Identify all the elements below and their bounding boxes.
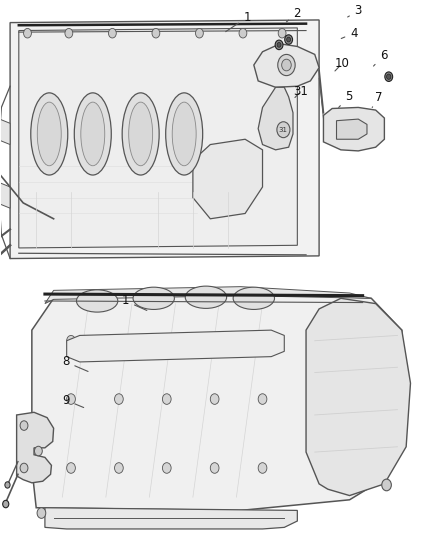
Ellipse shape <box>277 122 290 138</box>
Ellipse shape <box>233 287 275 310</box>
Ellipse shape <box>129 102 152 166</box>
Polygon shape <box>45 287 371 304</box>
Ellipse shape <box>24 28 32 38</box>
Ellipse shape <box>74 93 111 175</box>
Ellipse shape <box>67 335 75 346</box>
Ellipse shape <box>285 35 293 44</box>
Text: 3: 3 <box>348 4 362 18</box>
Ellipse shape <box>210 394 219 405</box>
Ellipse shape <box>65 28 73 38</box>
Ellipse shape <box>162 335 171 346</box>
Text: 9: 9 <box>62 393 84 408</box>
Ellipse shape <box>35 446 42 456</box>
Ellipse shape <box>122 93 159 175</box>
Ellipse shape <box>31 93 68 175</box>
Ellipse shape <box>162 463 171 473</box>
Ellipse shape <box>3 500 9 508</box>
Ellipse shape <box>185 286 226 309</box>
Polygon shape <box>258 87 293 150</box>
Ellipse shape <box>115 394 123 405</box>
Ellipse shape <box>166 93 203 175</box>
Ellipse shape <box>152 28 160 38</box>
Ellipse shape <box>81 102 105 166</box>
Ellipse shape <box>115 335 123 346</box>
Polygon shape <box>254 44 319 87</box>
Ellipse shape <box>133 287 174 310</box>
Polygon shape <box>67 330 284 362</box>
Ellipse shape <box>282 59 291 71</box>
Text: 7: 7 <box>372 91 383 108</box>
Text: 5: 5 <box>339 90 353 108</box>
Ellipse shape <box>239 28 247 38</box>
Polygon shape <box>323 108 385 151</box>
Polygon shape <box>32 290 406 511</box>
Ellipse shape <box>275 40 283 50</box>
Text: 10: 10 <box>334 58 349 71</box>
Ellipse shape <box>382 479 391 491</box>
Polygon shape <box>306 298 410 496</box>
Ellipse shape <box>278 54 295 76</box>
Text: 1: 1 <box>226 11 251 31</box>
Ellipse shape <box>20 463 28 473</box>
Ellipse shape <box>77 290 118 312</box>
Ellipse shape <box>195 28 203 38</box>
Text: 31: 31 <box>279 127 288 133</box>
Ellipse shape <box>258 463 267 473</box>
Polygon shape <box>19 28 297 248</box>
Ellipse shape <box>385 72 392 82</box>
Ellipse shape <box>258 335 267 346</box>
Polygon shape <box>10 20 319 259</box>
Text: 4: 4 <box>341 27 358 39</box>
Polygon shape <box>193 139 262 219</box>
Text: 2: 2 <box>286 6 301 22</box>
Ellipse shape <box>277 43 281 47</box>
Polygon shape <box>45 508 297 529</box>
Ellipse shape <box>387 74 391 79</box>
Ellipse shape <box>258 394 267 405</box>
Ellipse shape <box>210 463 219 473</box>
Polygon shape <box>0 182 10 208</box>
Ellipse shape <box>37 102 61 166</box>
Polygon shape <box>17 413 53 483</box>
Ellipse shape <box>172 102 196 166</box>
Ellipse shape <box>67 394 75 405</box>
Text: 8: 8 <box>62 356 88 372</box>
Ellipse shape <box>210 335 219 346</box>
Ellipse shape <box>109 28 116 38</box>
Ellipse shape <box>67 463 75 473</box>
Ellipse shape <box>37 508 46 519</box>
Text: 31: 31 <box>293 85 308 98</box>
Ellipse shape <box>278 28 286 38</box>
Ellipse shape <box>162 394 171 405</box>
Ellipse shape <box>20 421 28 430</box>
Text: 1: 1 <box>122 294 147 310</box>
Polygon shape <box>336 119 367 139</box>
Ellipse shape <box>287 37 290 42</box>
Polygon shape <box>0 118 10 144</box>
Ellipse shape <box>115 463 123 473</box>
Ellipse shape <box>5 482 10 488</box>
Text: 6: 6 <box>374 49 387 66</box>
